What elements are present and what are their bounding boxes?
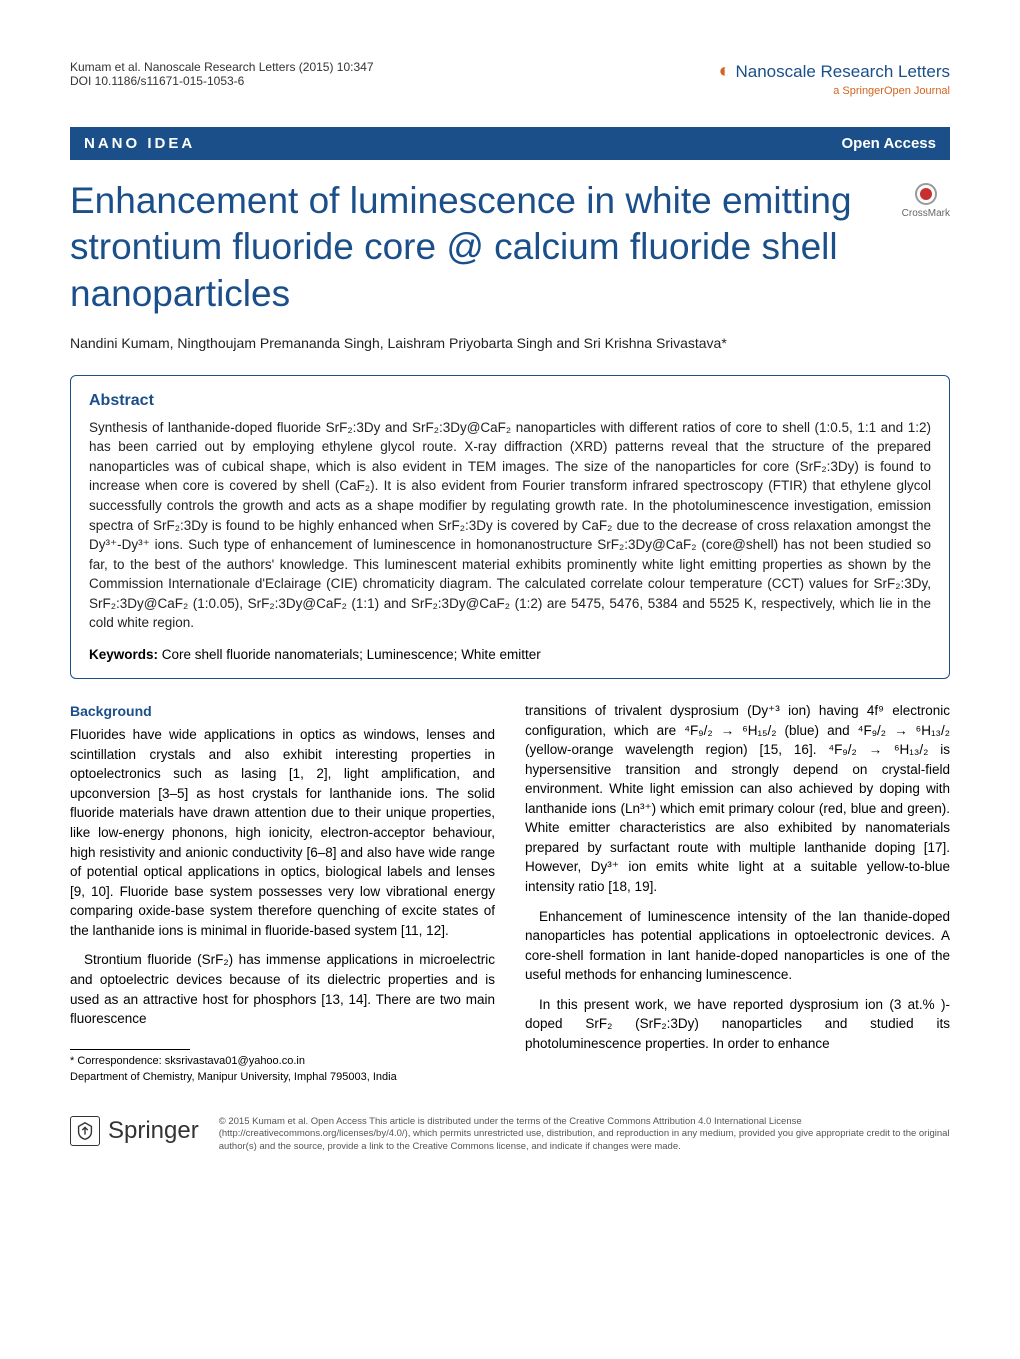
left-column: Background Fluorides have wide applicati… — [70, 701, 495, 1086]
crossmark-icon — [915, 183, 937, 205]
citation: Kumam et al. Nanoscale Research Letters … — [70, 60, 374, 74]
body-columns: Background Fluorides have wide applicati… — [70, 701, 950, 1086]
footnote-rule — [70, 1049, 190, 1050]
body-paragraph: In this present work, we have reported d… — [525, 995, 950, 1054]
keywords-line: Keywords: Core shell fluoride nanomateri… — [89, 647, 931, 662]
correspondence: * Correspondence: sksrivastava01@yahoo.c… — [70, 1054, 495, 1070]
crossmark-label: CrossMark — [902, 208, 950, 219]
body-paragraph: transitions of trivalent dysprosium (Dy⁺… — [525, 701, 950, 897]
citation-block: Kumam et al. Nanoscale Research Letters … — [70, 60, 374, 88]
springer-label: Springer — [108, 1117, 199, 1145]
springer-logo: Springer — [70, 1116, 199, 1146]
article-title: Enhancement of luminescence in white emi… — [70, 178, 882, 317]
body-paragraph: Fluorides have wide applications in opti… — [70, 725, 495, 940]
department: Department of Chemistry, Manipur Univers… — [70, 1070, 495, 1086]
springer-icon — [70, 1116, 100, 1146]
journal-name: Nanoscale Research Letters — [735, 62, 950, 81]
journal-bullet-icon: ◐ — [719, 60, 731, 82]
title-row: Enhancement of luminescence in white emi… — [70, 178, 950, 317]
body-paragraph: Enhancement of luminescence intensity of… — [525, 907, 950, 985]
abstract-text: Synthesis of lanthanide-doped fluoride S… — [89, 418, 931, 633]
open-access-label: Open Access — [842, 135, 937, 152]
right-column: transitions of trivalent dysprosium (Dy⁺… — [525, 701, 950, 1086]
body-paragraph: Strontium fluoride (SrF₂) has immense ap… — [70, 950, 495, 1028]
page-footer: Springer © 2015 Kumam et al. Open Access… — [70, 1116, 950, 1154]
background-heading: Background — [70, 701, 495, 721]
journal-subtitle: a SpringerOpen Journal — [719, 85, 950, 97]
authors: Nandini Kumam, Ningthoujam Premananda Si… — [70, 335, 950, 351]
doi: DOI 10.1186/s11671-015-1053-6 — [70, 74, 374, 88]
license-text: © 2015 Kumam et al. Open Access This art… — [219, 1116, 950, 1154]
section-label: NANO IDEA — [84, 135, 195, 152]
abstract-heading: Abstract — [89, 392, 931, 410]
page-header: Kumam et al. Nanoscale Research Letters … — [70, 60, 950, 97]
abstract-box: Abstract Synthesis of lanthanide-doped f… — [70, 375, 950, 679]
keywords: Core shell fluoride nanomaterials; Lumin… — [158, 647, 541, 662]
keywords-label: Keywords: — [89, 647, 158, 662]
journal-logo: ◐ Nanoscale Research Letters a SpringerO… — [719, 60, 950, 97]
section-bar: NANO IDEA Open Access — [70, 127, 950, 160]
crossmark-badge[interactable]: CrossMark — [902, 183, 950, 219]
